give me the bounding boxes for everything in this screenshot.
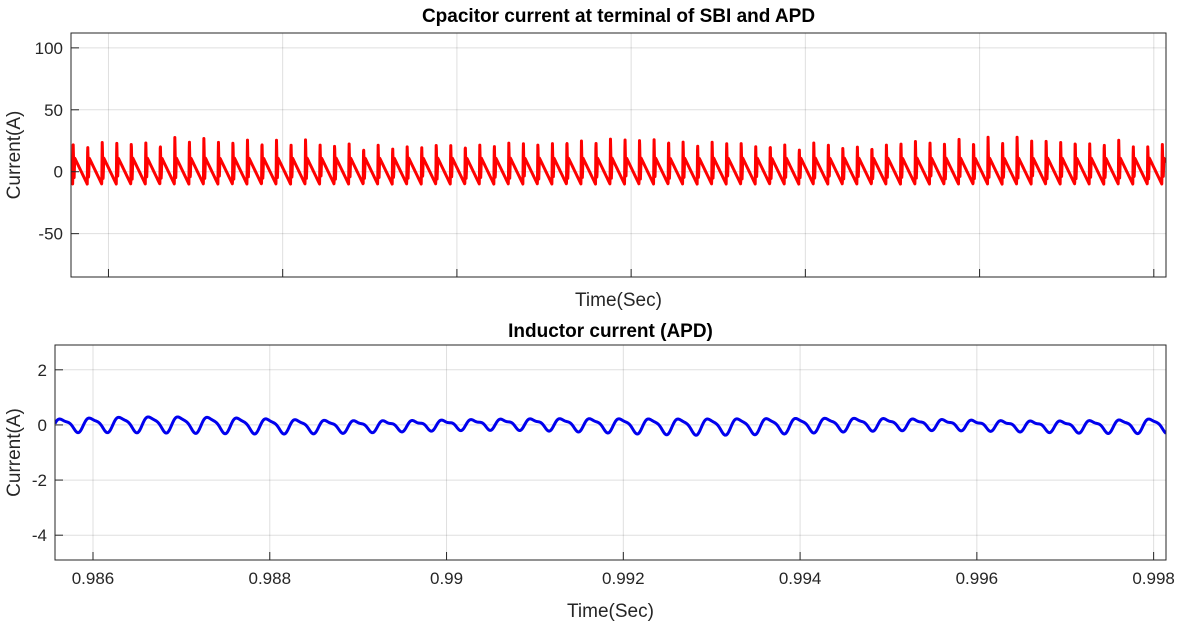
x-tick-label: 0.988 xyxy=(249,569,292,588)
y-axis-label: Current(A) xyxy=(4,408,25,497)
y-tick-label: 50 xyxy=(44,101,63,120)
chart-title: Inductor current (APD) xyxy=(508,321,713,342)
x-tick-label: 0.986 xyxy=(72,569,115,588)
x-tick-label: 0.992 xyxy=(602,569,645,588)
y-tick-label: 2 xyxy=(38,361,47,380)
series-line xyxy=(55,415,1166,437)
chart-title: Cpacitor current at terminal of SBI and … xyxy=(422,6,815,27)
plot-frame xyxy=(70,32,1167,278)
x-axis-label: Time(Sec) xyxy=(575,290,662,311)
y-axis-label: Current(A) xyxy=(4,111,25,200)
series-line xyxy=(71,135,1166,186)
x-tick-label: 0.994 xyxy=(779,569,822,588)
x-tick-label: 0.99 xyxy=(430,569,463,588)
y-tick-label: 0 xyxy=(54,163,63,182)
x-axis-label: Time(Sec) xyxy=(567,601,654,622)
plot-area xyxy=(55,345,1166,560)
x-tick-label: 0.998 xyxy=(1132,569,1175,588)
plot-area xyxy=(71,33,1166,277)
plot-frame xyxy=(54,344,1167,561)
x-tick-label: 0.996 xyxy=(956,569,999,588)
y-tick-label: 0 xyxy=(38,416,47,435)
y-tick-label: -2 xyxy=(32,471,47,490)
y-tick-label: -50 xyxy=(38,225,63,244)
y-tick-label: -4 xyxy=(32,526,47,545)
inductor-current-panel: -4 -2 0 2 0.986 0.988 0.99 0.992 0.994 0.996 0.998… xyxy=(4,321,1175,622)
capacitor-current-panel: -50 0 50 100 Cpacitor current at terminal of… xyxy=(4,6,1167,311)
y-tick-label: 100 xyxy=(35,39,63,58)
